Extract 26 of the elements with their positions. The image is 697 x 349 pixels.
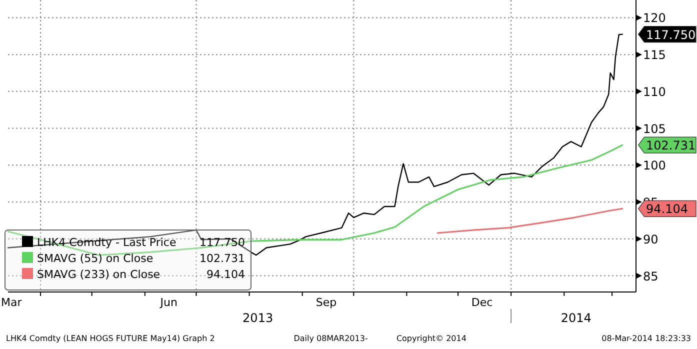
text: Copyright© 2014 [396, 334, 466, 343]
legend-label: SMAVG (233) on Close [37, 268, 160, 281]
text: 08-Mar-2014 18:23:33 [602, 334, 691, 343]
x2-tick-label: 2014 [560, 311, 592, 325]
annotation: 94.104 [646, 202, 688, 216]
text: Daily 08MAR2013- [294, 334, 368, 343]
y-tick-label: 115 [643, 48, 666, 62]
y-tick-label: 110 [643, 84, 666, 99]
text: 117.750 [200, 236, 245, 249]
y-tick-label: 90 [643, 232, 658, 246]
y-tick-label: 85 [643, 269, 658, 284]
x-tick-label: Dec [471, 296, 493, 309]
x-tick-label: Mar [1, 296, 22, 309]
x-tick-label: Jun [159, 296, 178, 309]
legend-label: SMAVG (55) on Close [37, 252, 154, 265]
y-tick-label: 120 [643, 11, 666, 26]
x2-tick-label: 2013 [242, 311, 274, 325]
line-series [436, 208, 624, 234]
annotation: 102.731 [646, 138, 696, 153]
text: 102.731 [200, 252, 245, 265]
text: LHK4 Comdty (LEAN HOGS FUTURE May14) Graph 2 [6, 334, 215, 343]
y-tick-label: 105 [643, 122, 666, 136]
annotation: 117.750 [646, 28, 696, 42]
x-tick-label: Sep [316, 296, 337, 309]
y-tick-label: 100 [643, 158, 666, 173]
text: 94.104 [206, 268, 245, 281]
